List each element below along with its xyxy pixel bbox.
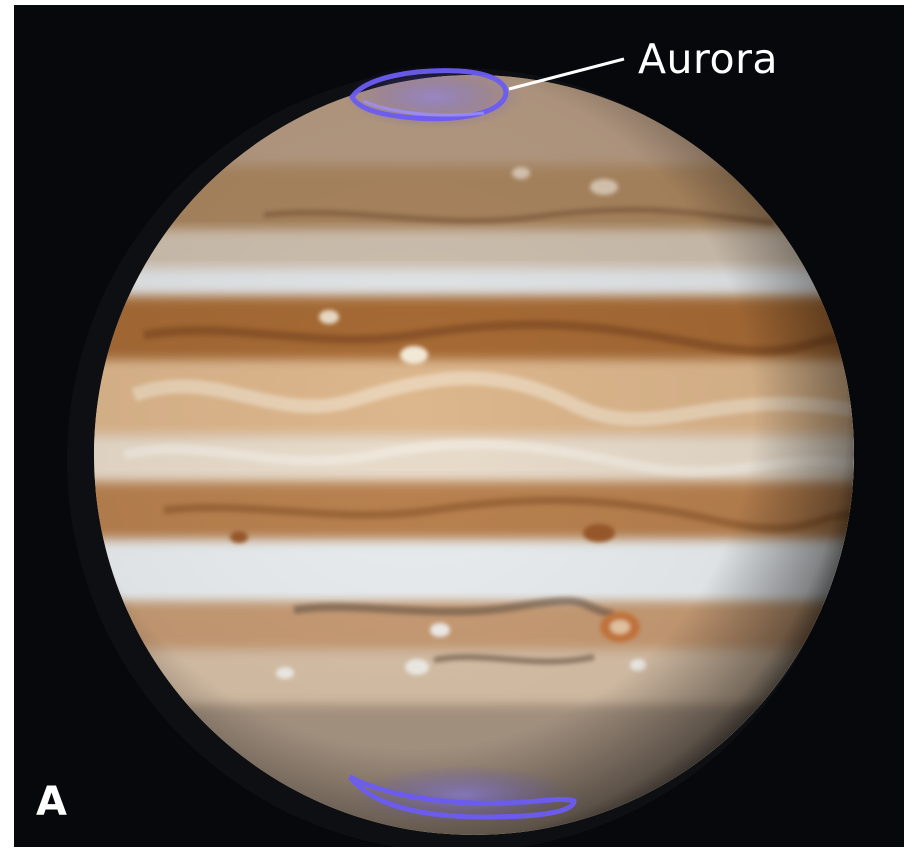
callout-leader-line <box>508 57 625 91</box>
aurora-north <box>344 65 524 129</box>
jupiter-photo <box>67 57 854 847</box>
figure-frame: Aurora A <box>14 5 904 847</box>
aurora-south <box>348 765 577 825</box>
panel-letter: A <box>36 779 67 825</box>
aurora-callout-label: Aurora <box>638 35 779 83</box>
